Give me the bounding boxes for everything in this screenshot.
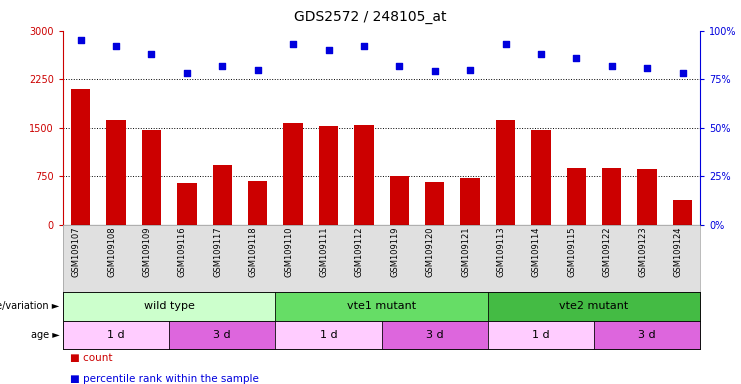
Bar xyxy=(142,130,162,225)
Text: GSM109123: GSM109123 xyxy=(638,227,647,277)
Text: GSM109108: GSM109108 xyxy=(107,227,116,277)
Text: GSM109109: GSM109109 xyxy=(142,227,151,277)
Point xyxy=(322,47,334,53)
Bar xyxy=(213,165,232,225)
Text: GSM109114: GSM109114 xyxy=(532,227,541,277)
Point xyxy=(499,41,511,47)
Bar xyxy=(488,321,594,349)
Point xyxy=(252,66,264,73)
Bar xyxy=(567,169,586,225)
Text: ■ percentile rank within the sample: ■ percentile rank within the sample xyxy=(70,374,259,384)
Text: GSM109110: GSM109110 xyxy=(284,227,293,277)
Text: GSM109118: GSM109118 xyxy=(249,227,258,277)
Text: wild type: wild type xyxy=(144,301,195,311)
Bar xyxy=(177,183,196,225)
Text: 3 d: 3 d xyxy=(213,330,231,340)
Text: 1 d: 1 d xyxy=(532,330,550,340)
Bar xyxy=(276,321,382,349)
Bar xyxy=(602,169,622,225)
Text: 3 d: 3 d xyxy=(426,330,444,340)
Bar xyxy=(488,292,700,321)
Point xyxy=(535,51,547,57)
Point xyxy=(464,66,476,73)
Point xyxy=(110,43,122,49)
Text: GSM109122: GSM109122 xyxy=(602,227,612,277)
Bar xyxy=(425,182,445,225)
Bar xyxy=(63,292,276,321)
Point xyxy=(75,37,87,43)
Text: GSM109117: GSM109117 xyxy=(213,227,222,277)
Text: age ►: age ► xyxy=(30,330,59,340)
Bar xyxy=(354,125,373,225)
Point xyxy=(145,51,157,57)
Bar xyxy=(276,292,488,321)
Text: GSM109115: GSM109115 xyxy=(568,227,576,277)
Bar xyxy=(673,200,692,225)
Text: GSM109112: GSM109112 xyxy=(355,227,364,277)
Bar xyxy=(107,120,126,225)
Bar xyxy=(319,126,338,225)
Point xyxy=(358,43,370,49)
Bar xyxy=(594,321,700,349)
Bar xyxy=(390,176,409,225)
Bar xyxy=(637,169,657,225)
Point xyxy=(641,65,653,71)
Text: genotype/variation ►: genotype/variation ► xyxy=(0,301,59,311)
Point xyxy=(571,55,582,61)
Text: GDS2572 / 248105_at: GDS2572 / 248105_at xyxy=(294,10,447,23)
Bar xyxy=(63,321,169,349)
Point xyxy=(288,41,299,47)
Text: GSM109124: GSM109124 xyxy=(674,227,682,277)
Text: 1 d: 1 d xyxy=(319,330,337,340)
Point xyxy=(181,70,193,76)
Point xyxy=(677,70,688,76)
Bar xyxy=(248,181,268,225)
Text: GSM109121: GSM109121 xyxy=(461,227,470,277)
Text: GSM109107: GSM109107 xyxy=(72,227,81,277)
Text: GSM109111: GSM109111 xyxy=(319,227,328,277)
Text: vte1 mutant: vte1 mutant xyxy=(347,301,416,311)
Text: vte2 mutant: vte2 mutant xyxy=(559,301,628,311)
Text: 1 d: 1 d xyxy=(107,330,125,340)
Bar xyxy=(460,178,480,225)
Text: GSM109116: GSM109116 xyxy=(178,227,187,277)
Point xyxy=(606,63,618,69)
Point xyxy=(429,68,441,74)
Bar xyxy=(531,130,551,225)
Point xyxy=(393,63,405,69)
Text: 3 d: 3 d xyxy=(638,330,656,340)
Text: GSM109120: GSM109120 xyxy=(426,227,435,277)
Text: GSM109113: GSM109113 xyxy=(496,227,505,277)
Bar xyxy=(169,321,276,349)
Bar xyxy=(283,122,303,225)
Bar xyxy=(71,89,90,225)
Text: ■ count: ■ count xyxy=(70,353,113,363)
Bar xyxy=(382,321,488,349)
Point xyxy=(216,63,228,69)
Bar xyxy=(496,120,515,225)
Text: GSM109119: GSM109119 xyxy=(391,227,399,277)
